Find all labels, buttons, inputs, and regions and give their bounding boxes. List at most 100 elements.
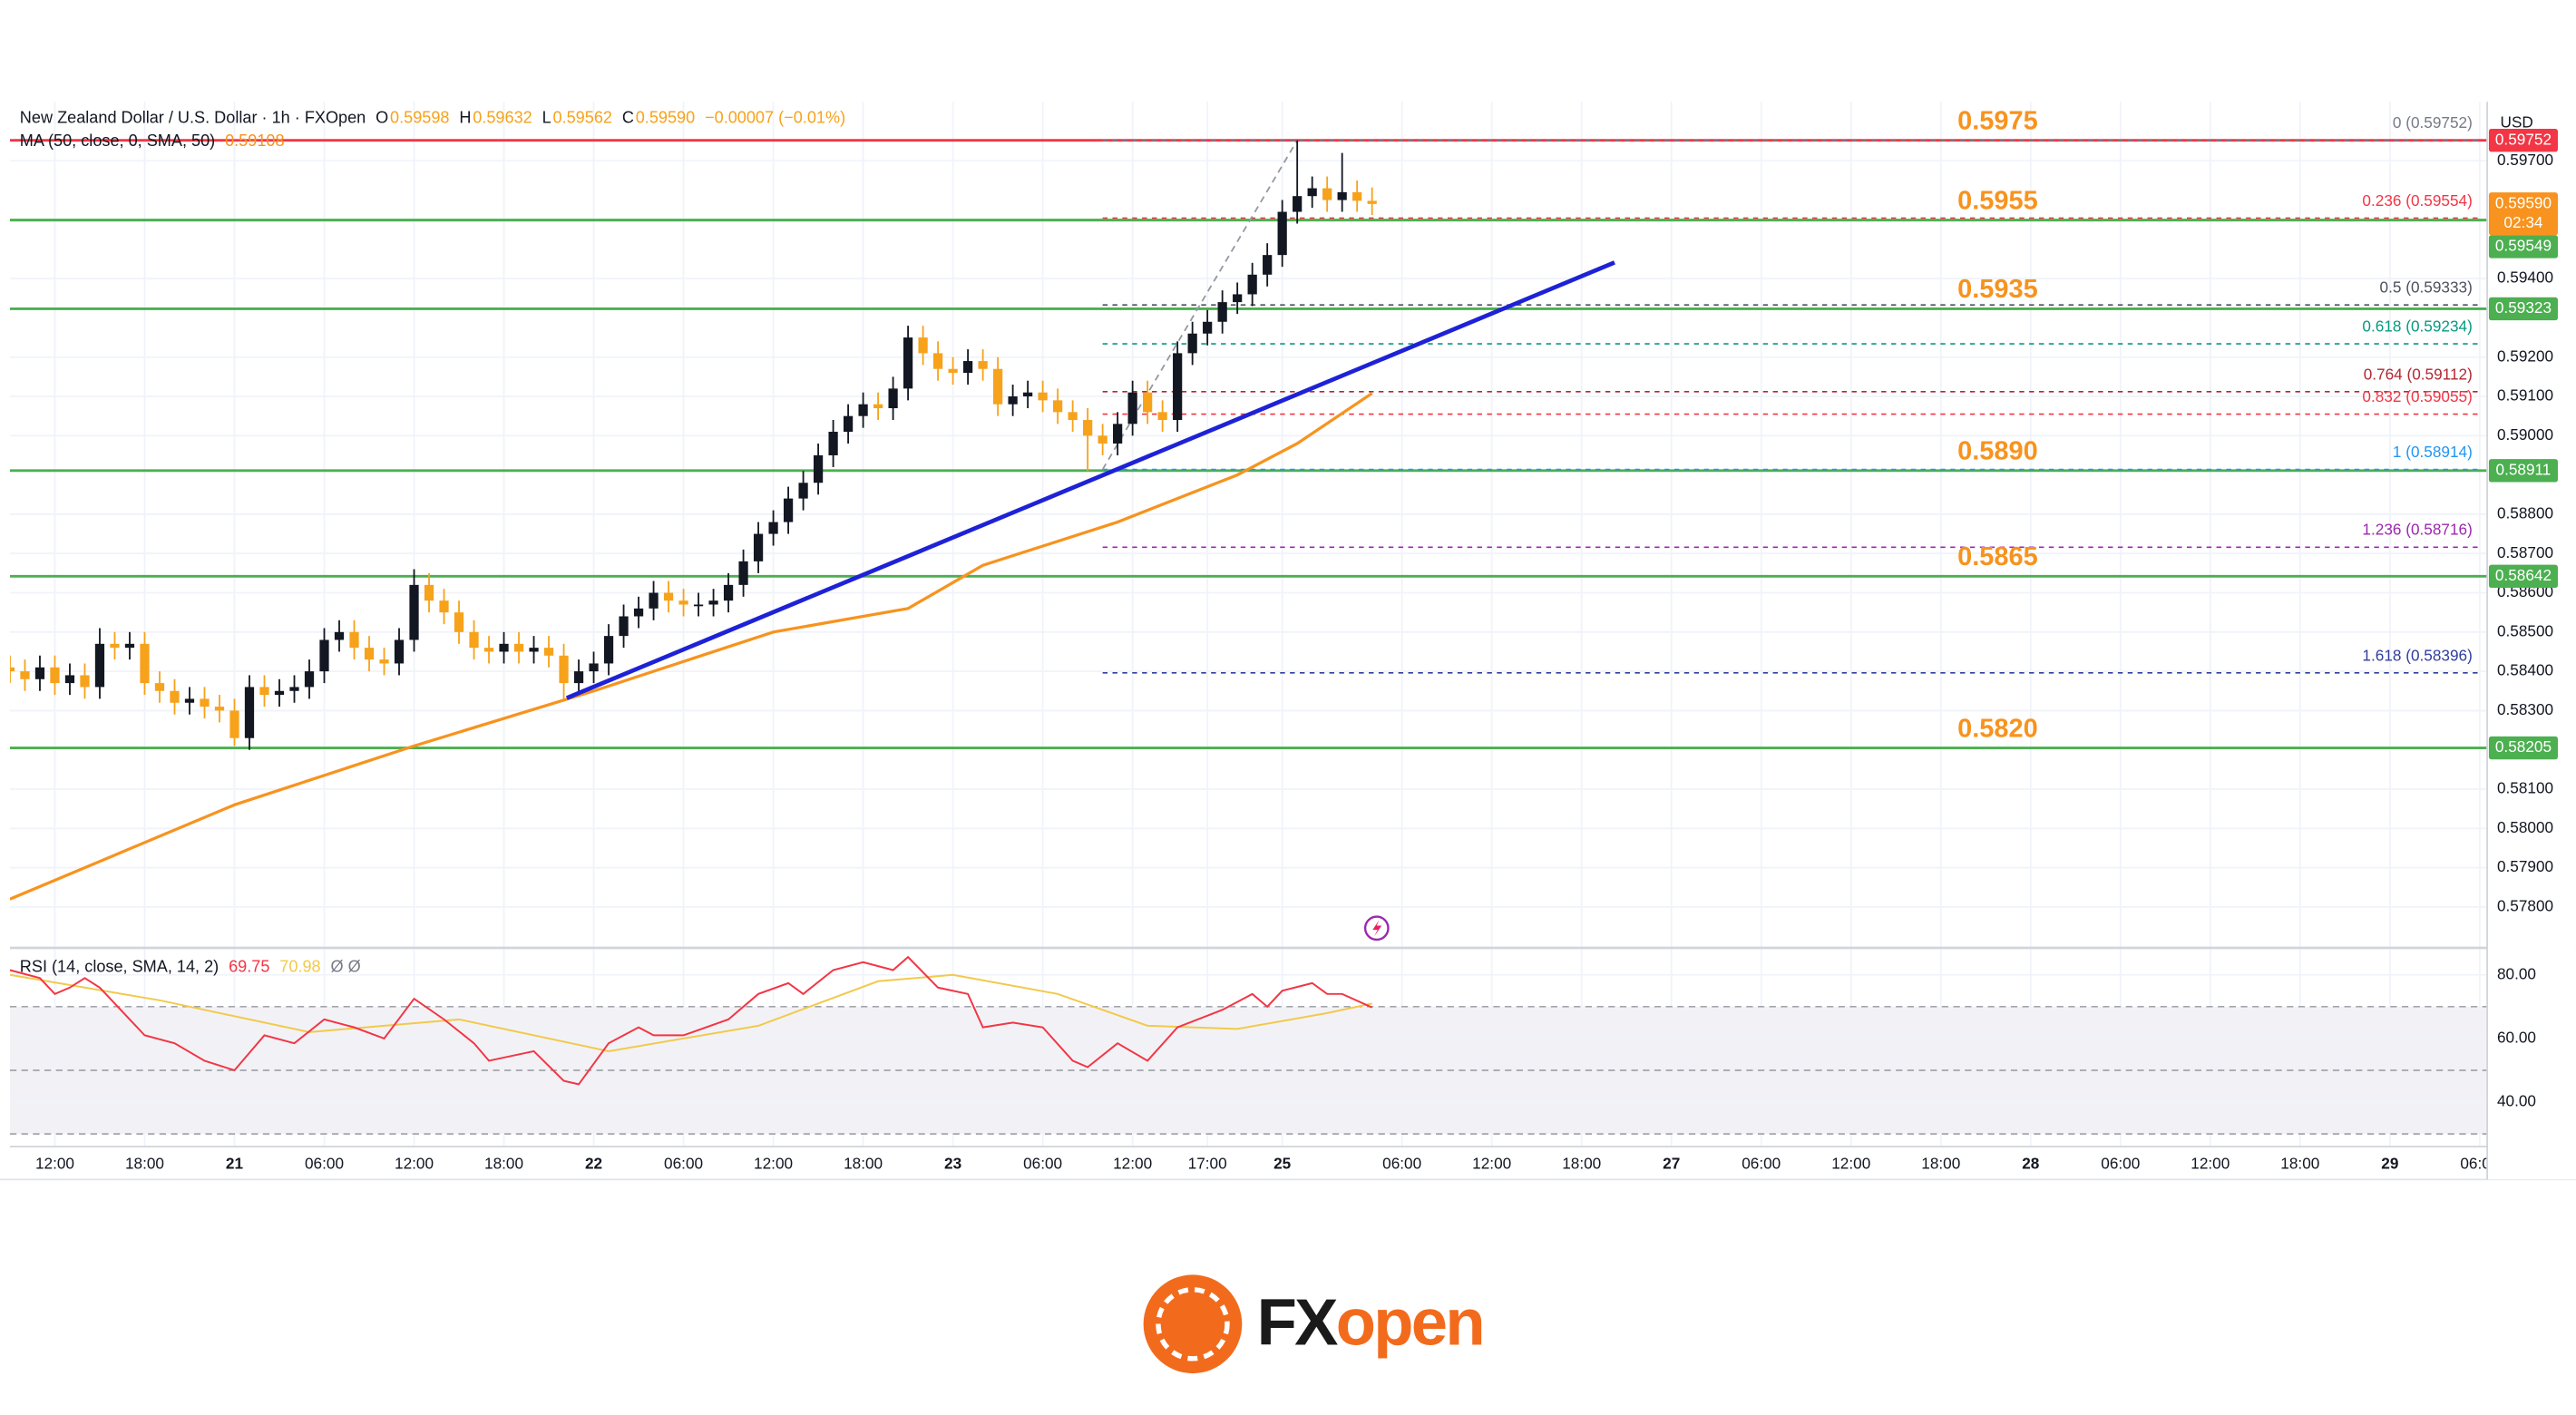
candle-body: [888, 388, 898, 409]
time-axis-bg: [0, 1147, 2488, 1180]
rsi-legend-value: 69.75: [229, 958, 269, 976]
candle-body: [993, 368, 1003, 405]
legend-value: 0.59632: [473, 108, 532, 126]
candle-body: [439, 600, 449, 613]
x-tick-label: 12:00: [754, 1155, 793, 1173]
y-tick-label: 0.57800: [2497, 896, 2553, 914]
candle-body: [619, 616, 629, 637]
legend-value: 0.59590: [636, 108, 695, 126]
y-tick-label: 0.59100: [2497, 386, 2553, 405]
candle-body: [1008, 396, 1018, 405]
x-tick-label: 12:00: [1831, 1155, 1870, 1173]
candle-body: [1337, 191, 1347, 200]
y-tick-label: 0.58300: [2497, 700, 2553, 718]
candle-body: [1277, 211, 1287, 256]
rsi-line: [9, 955, 1373, 1086]
x-tick-label: 28: [2022, 1155, 2040, 1173]
candle-body: [1217, 302, 1227, 322]
level-axis-tag: [2488, 736, 2558, 760]
x-tick-label: 18:00: [1562, 1155, 1601, 1173]
trendline: [565, 260, 1615, 700]
alert-icon: [1363, 915, 1390, 942]
x-tick-label: 25: [1273, 1155, 1292, 1173]
y-tick-label: 0.58100: [2497, 779, 2553, 797]
candle-body: [603, 636, 614, 664]
candle-body: [1352, 191, 1362, 201]
candle-body: [693, 604, 704, 607]
rsi-tick-label: 60.00: [2497, 1028, 2536, 1046]
candle-body: [124, 643, 135, 649]
candle-body: [379, 659, 389, 664]
x-tick-label: 12:00: [395, 1155, 434, 1173]
candle-body: [334, 631, 345, 640]
y-tick-label: 0.59400: [2497, 268, 2553, 287]
legend-value: 0.59598: [390, 108, 449, 126]
ma-legend-name: MA (50, close, 0, SMA, 50): [20, 132, 215, 150]
candle-body: [50, 667, 60, 684]
y-tick-label: 0.59000: [2497, 425, 2553, 444]
legend-value: C: [622, 108, 634, 126]
candle-body: [768, 522, 778, 534]
candle-body: [499, 643, 509, 652]
candle-body: [34, 667, 45, 679]
x-tick-label: 06:00: [2101, 1155, 2140, 1173]
y-tick-label: 0.58700: [2497, 543, 2553, 561]
candle-body: [708, 600, 718, 605]
candle-body: [978, 361, 988, 369]
candle-body: [633, 608, 644, 617]
x-tick-label: 18:00: [125, 1155, 164, 1173]
candle-body: [80, 675, 90, 688]
fib-label: 1.618 (0.58396): [2362, 646, 2472, 664]
candle-body: [513, 643, 524, 652]
candle-body: [1053, 400, 1063, 413]
level-label: 0.5820: [1957, 714, 2038, 743]
price-tag: [2488, 192, 2558, 236]
candle-body: [184, 698, 195, 703]
x-tick-label: 23: [944, 1155, 961, 1173]
rsi-tick-label: 40.00: [2497, 1092, 2536, 1110]
candle-body: [559, 655, 569, 684]
candle-body: [170, 690, 180, 703]
logo-emblem-detail: [1156, 1287, 1230, 1361]
candle-body: [529, 648, 539, 652]
legend-value: 0.59562: [552, 108, 611, 126]
candle-body: [1307, 188, 1317, 197]
legend-value: L: [542, 108, 551, 126]
x-tick-label: 12:00: [1113, 1155, 1152, 1173]
brand-logo: FXopen: [1143, 1274, 1486, 1374]
candle-body: [454, 612, 464, 632]
candle-body: [873, 404, 883, 409]
rsi-legend: RSI (14, close, SMA, 14, 2) 69.75 70.98 Ø Ø: [20, 958, 361, 976]
level-axis-tag: [2488, 297, 2558, 321]
candle-body: [543, 648, 554, 656]
x-tick-label: 21: [226, 1155, 244, 1173]
rsi-legend-extra: Ø Ø: [331, 958, 361, 976]
candle-body: [948, 368, 958, 374]
candle-body: [274, 690, 285, 696]
legend-value: O: [376, 108, 388, 126]
x-tick-label: 06:00: [1382, 1155, 1421, 1173]
fib-label: 0.764 (0.59112): [2364, 365, 2473, 383]
candle-body: [1127, 392, 1137, 424]
price-tag-countdown: 02:34: [2503, 213, 2542, 231]
candle-body: [858, 404, 868, 416]
y-tick-label: 0.59700: [2497, 151, 2553, 169]
candle-body: [753, 533, 764, 561]
x-tick-label: 12:00: [1472, 1155, 1511, 1173]
candle-body: [649, 592, 659, 609]
candle-body: [1083, 420, 1093, 436]
level-axis-tag-label: 0.59323: [2495, 298, 2552, 317]
legend-value: H: [459, 108, 471, 126]
brand-fx: FX: [1257, 1286, 1339, 1360]
candle-body: [1263, 255, 1273, 275]
candle-body: [110, 643, 120, 649]
level-axis-tag-label: 0.59752: [2495, 130, 2552, 148]
candle-body: [1098, 435, 1107, 444]
fib-label: 0 (0.59752): [2393, 113, 2473, 132]
axes: 12:00 18:00 21 06:00 12:00 18:00 22 06:00 12:00 1…: [0, 102, 2576, 1181]
price-tag-label: 0.59590: [2495, 193, 2552, 211]
candle-body: [483, 648, 494, 652]
candle-body: [1247, 274, 1257, 295]
brand-name: FXopen: [1257, 1286, 1483, 1360]
